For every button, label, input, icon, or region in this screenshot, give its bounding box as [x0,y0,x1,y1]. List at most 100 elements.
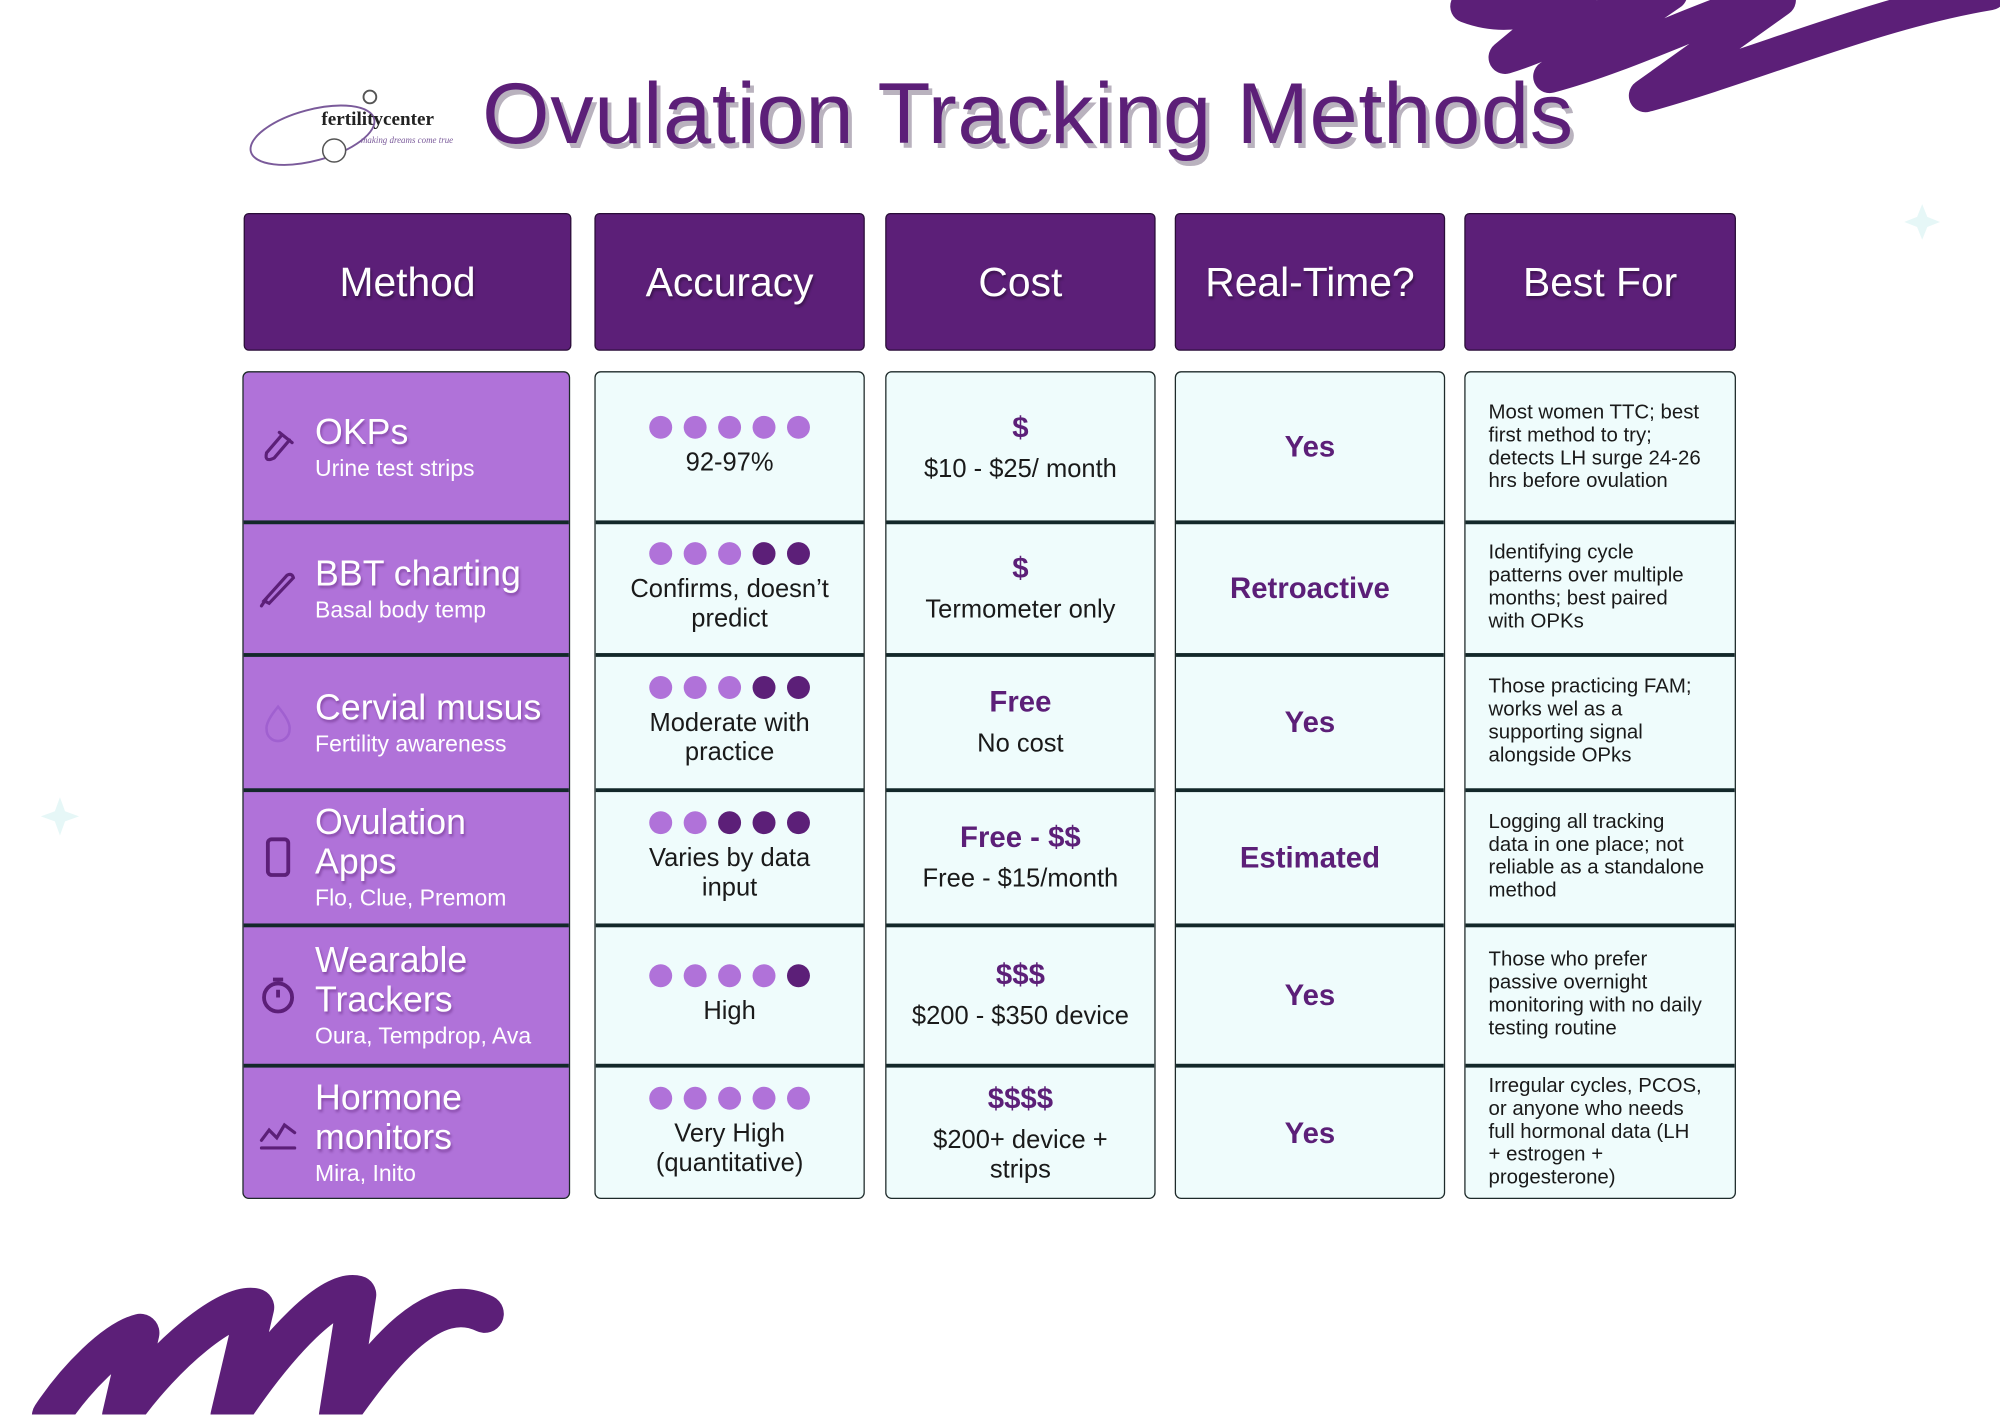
best-for-cell: Logging all tracking data in one place; … [1466,790,1735,925]
real-time-text: Retroactive [1230,570,1390,604]
real-time-column: Yes Retroactive Yes Estimated Yes Yes [1174,371,1446,1199]
accuracy-text: 92-97% [685,448,774,478]
rating-dot-filled [752,1086,776,1110]
rating-dot-filled [683,811,707,835]
row-divider [595,653,864,657]
rating-dot-filled [718,963,742,987]
row-divider [595,788,864,792]
method-icon [259,572,296,608]
row-divider [243,1063,569,1067]
method-cell: OKPs Urine test strips [244,372,569,521]
rating-dot-filled [683,676,707,699]
rating-dots [649,676,810,699]
real-time-text: Estimated [1239,839,1381,874]
row-divider [886,1063,1155,1067]
cost-level: Free - $$ [960,820,1081,854]
cost-level: $ [1012,410,1029,444]
cost-text: $10 - $25/ month [923,454,1117,483]
logo-name: fertilitycenter [321,109,435,131]
cost-text: Termometer only [925,595,1116,624]
column-header: Real-Time? [1174,213,1446,351]
cost-cell: $$$ $200 - $350 device [886,925,1154,1065]
cost-level: $ [1012,551,1029,585]
rating-dot-filled [683,963,707,987]
logo-ring [249,104,376,166]
row-divider [243,923,569,927]
real-time-cell: Yes [1176,654,1444,789]
cost-level: Free [989,684,1052,719]
accuracy-cell: High [596,925,864,1065]
cost-text: $200 - $350 device [911,1002,1129,1031]
row-divider [1465,788,1735,792]
method-icon [262,977,295,1014]
sparkle [40,797,80,836]
rating-dot-filled [649,542,673,566]
logo-sperm [362,89,378,105]
row-divider [243,653,569,657]
cost-level: $$$$ [987,1080,1054,1115]
row-divider [886,788,1155,792]
cost-level: $$$ [995,957,1045,992]
column-header: Cost [885,213,1156,351]
method-icon [265,837,291,877]
method-cell: Cervial musus Fertility awareness [244,654,569,789]
rating-dot-filled [718,542,742,566]
real-time-text: Yes [1284,1115,1336,1149]
method-cell: Wearable Trackers Oura, Tempdrop, Ava [244,925,569,1065]
cost-cell: Free - $$ Free - $15/month [886,790,1154,925]
best-for-text: Most women TTC; best first method to try… [1488,401,1701,492]
rating-dot-filled [683,415,707,439]
rating-dot-filled [649,811,673,835]
accuracy-cell: 92-97% [596,372,864,521]
method-cell: BBT charting Basal body temp [244,522,569,655]
method-name: OKPs [315,411,409,452]
best-for-text: Those practicing FAM; works wel as a sup… [1488,676,1692,767]
cost-text: No cost [977,729,1064,758]
rating-dots [649,415,810,439]
row-divider [595,1063,864,1067]
real-time-cell: Yes [1176,925,1444,1065]
column-header: Best For [1464,213,1736,351]
rating-dot-filled [718,415,742,439]
swirl-top [1450,0,2000,113]
rating-dot-filled [786,1086,810,1110]
best-for-text: Those who prefer passive overnight monit… [1488,948,1702,1040]
row-divider [886,923,1155,927]
real-time-cell: Yes [1176,372,1444,521]
row-divider [1465,923,1735,927]
cost-cell: $ $10 - $25/ month [886,372,1154,521]
real-time-text: Yes [1284,704,1336,738]
title: Ovulation Tracking Methods [482,65,1574,162]
rating-dot-filled [683,542,707,566]
method-icon [264,430,294,461]
best-for-text: Logging all tracking data in one place; … [1488,811,1705,902]
accuracy-text: High [703,996,756,1025]
cost-text: Free - $15/month [922,864,1119,893]
method-cell: Ovulation Apps Flo, Clue, Premom [244,790,569,925]
rating-dot-empty [786,811,810,835]
best-for-text: Identifying cycle patterns over multiple… [1488,542,1684,633]
row-divider [1465,1063,1735,1067]
cost-cell: $ Termometer only [886,522,1154,655]
rating-dot-empty [752,676,776,699]
row-divider [595,923,864,927]
method-icon [265,704,291,743]
rating-dot-filled [649,963,673,987]
accuracy-text: Confirms, doesn’t predict [630,575,829,633]
rating-dot-filled [752,415,776,439]
rating-dot-filled [718,676,742,699]
row-divider [1176,653,1444,657]
method-column: OKPs Urine test strips BBT charting Basal b… [242,371,571,1199]
best-for-cell: Irregular cycles, PCOS, or anyone who ne… [1466,1065,1735,1198]
method-detail: Basal body temp [315,596,487,622]
rating-dot-empty [786,963,810,987]
row-divider [243,788,569,792]
rating-dots [649,1086,810,1110]
cost-cell: Free No cost [886,654,1154,789]
best-for-cell: Most women TTC; best first method to try… [1466,372,1735,521]
rating-dot-filled [683,1086,707,1110]
accuracy-cell: Moderate with practice [596,654,864,789]
